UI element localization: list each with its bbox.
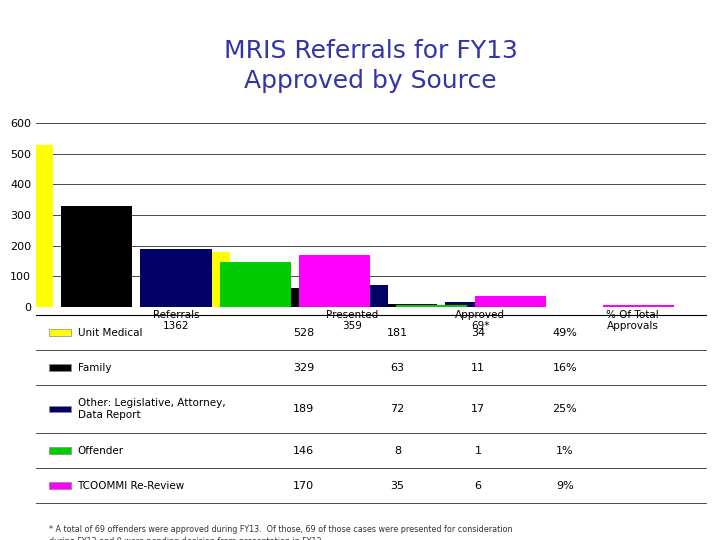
Text: 16%: 16% [553,362,577,373]
Bar [50,329,71,336]
Text: 49%: 49% [552,328,577,338]
Text: Other: Legislative, Attorney,
Data Report: Other: Legislative, Attorney, Data Repor… [78,399,225,420]
Bar [50,448,71,454]
Text: 9%: 9% [556,481,574,491]
Bar [317,285,388,307]
Bar [50,364,71,370]
Text: 63: 63 [390,362,405,373]
Text: 528: 528 [293,328,315,338]
Text: * A total of 69 offenders were approved during FY13.  Of those, 69 of those case: * A total of 69 offenders were approved … [50,525,513,540]
Text: 35: 35 [390,481,405,491]
Text: Family: Family [78,362,111,373]
Bar [50,482,71,489]
Bar [445,302,516,307]
Bar [140,249,212,307]
Text: 1: 1 [474,446,482,456]
Text: Offender: Offender [78,446,124,456]
Bar [220,262,291,307]
Text: 1%: 1% [556,446,574,456]
Bar [396,305,467,307]
Text: TCOOMMI Re-Review: TCOOMMI Re-Review [78,481,185,491]
Text: 170: 170 [293,481,315,491]
Text: 329: 329 [293,362,315,373]
Text: 189: 189 [293,404,315,414]
Bar [287,296,358,307]
Bar [475,296,546,307]
Text: 25%: 25% [553,404,577,414]
Text: 11: 11 [471,362,485,373]
Text: 181: 181 [387,328,408,338]
Bar [366,303,437,307]
Text: 34: 34 [471,328,485,338]
Text: MRIS Referrals for FY13
Approved by Source: MRIS Referrals for FY13 Approved by Sour… [224,39,518,92]
Bar [603,305,674,307]
Bar [158,252,230,307]
Text: Unit Medical: Unit Medical [78,328,142,338]
Text: 6: 6 [474,481,482,491]
Text: 72: 72 [390,404,405,414]
Bar [61,206,132,307]
Bar [0,145,53,307]
Bar [299,255,370,307]
Bar [50,406,71,412]
Text: 8: 8 [394,446,401,456]
Bar [238,288,309,307]
Text: 17: 17 [471,404,485,414]
Text: 146: 146 [293,446,315,456]
